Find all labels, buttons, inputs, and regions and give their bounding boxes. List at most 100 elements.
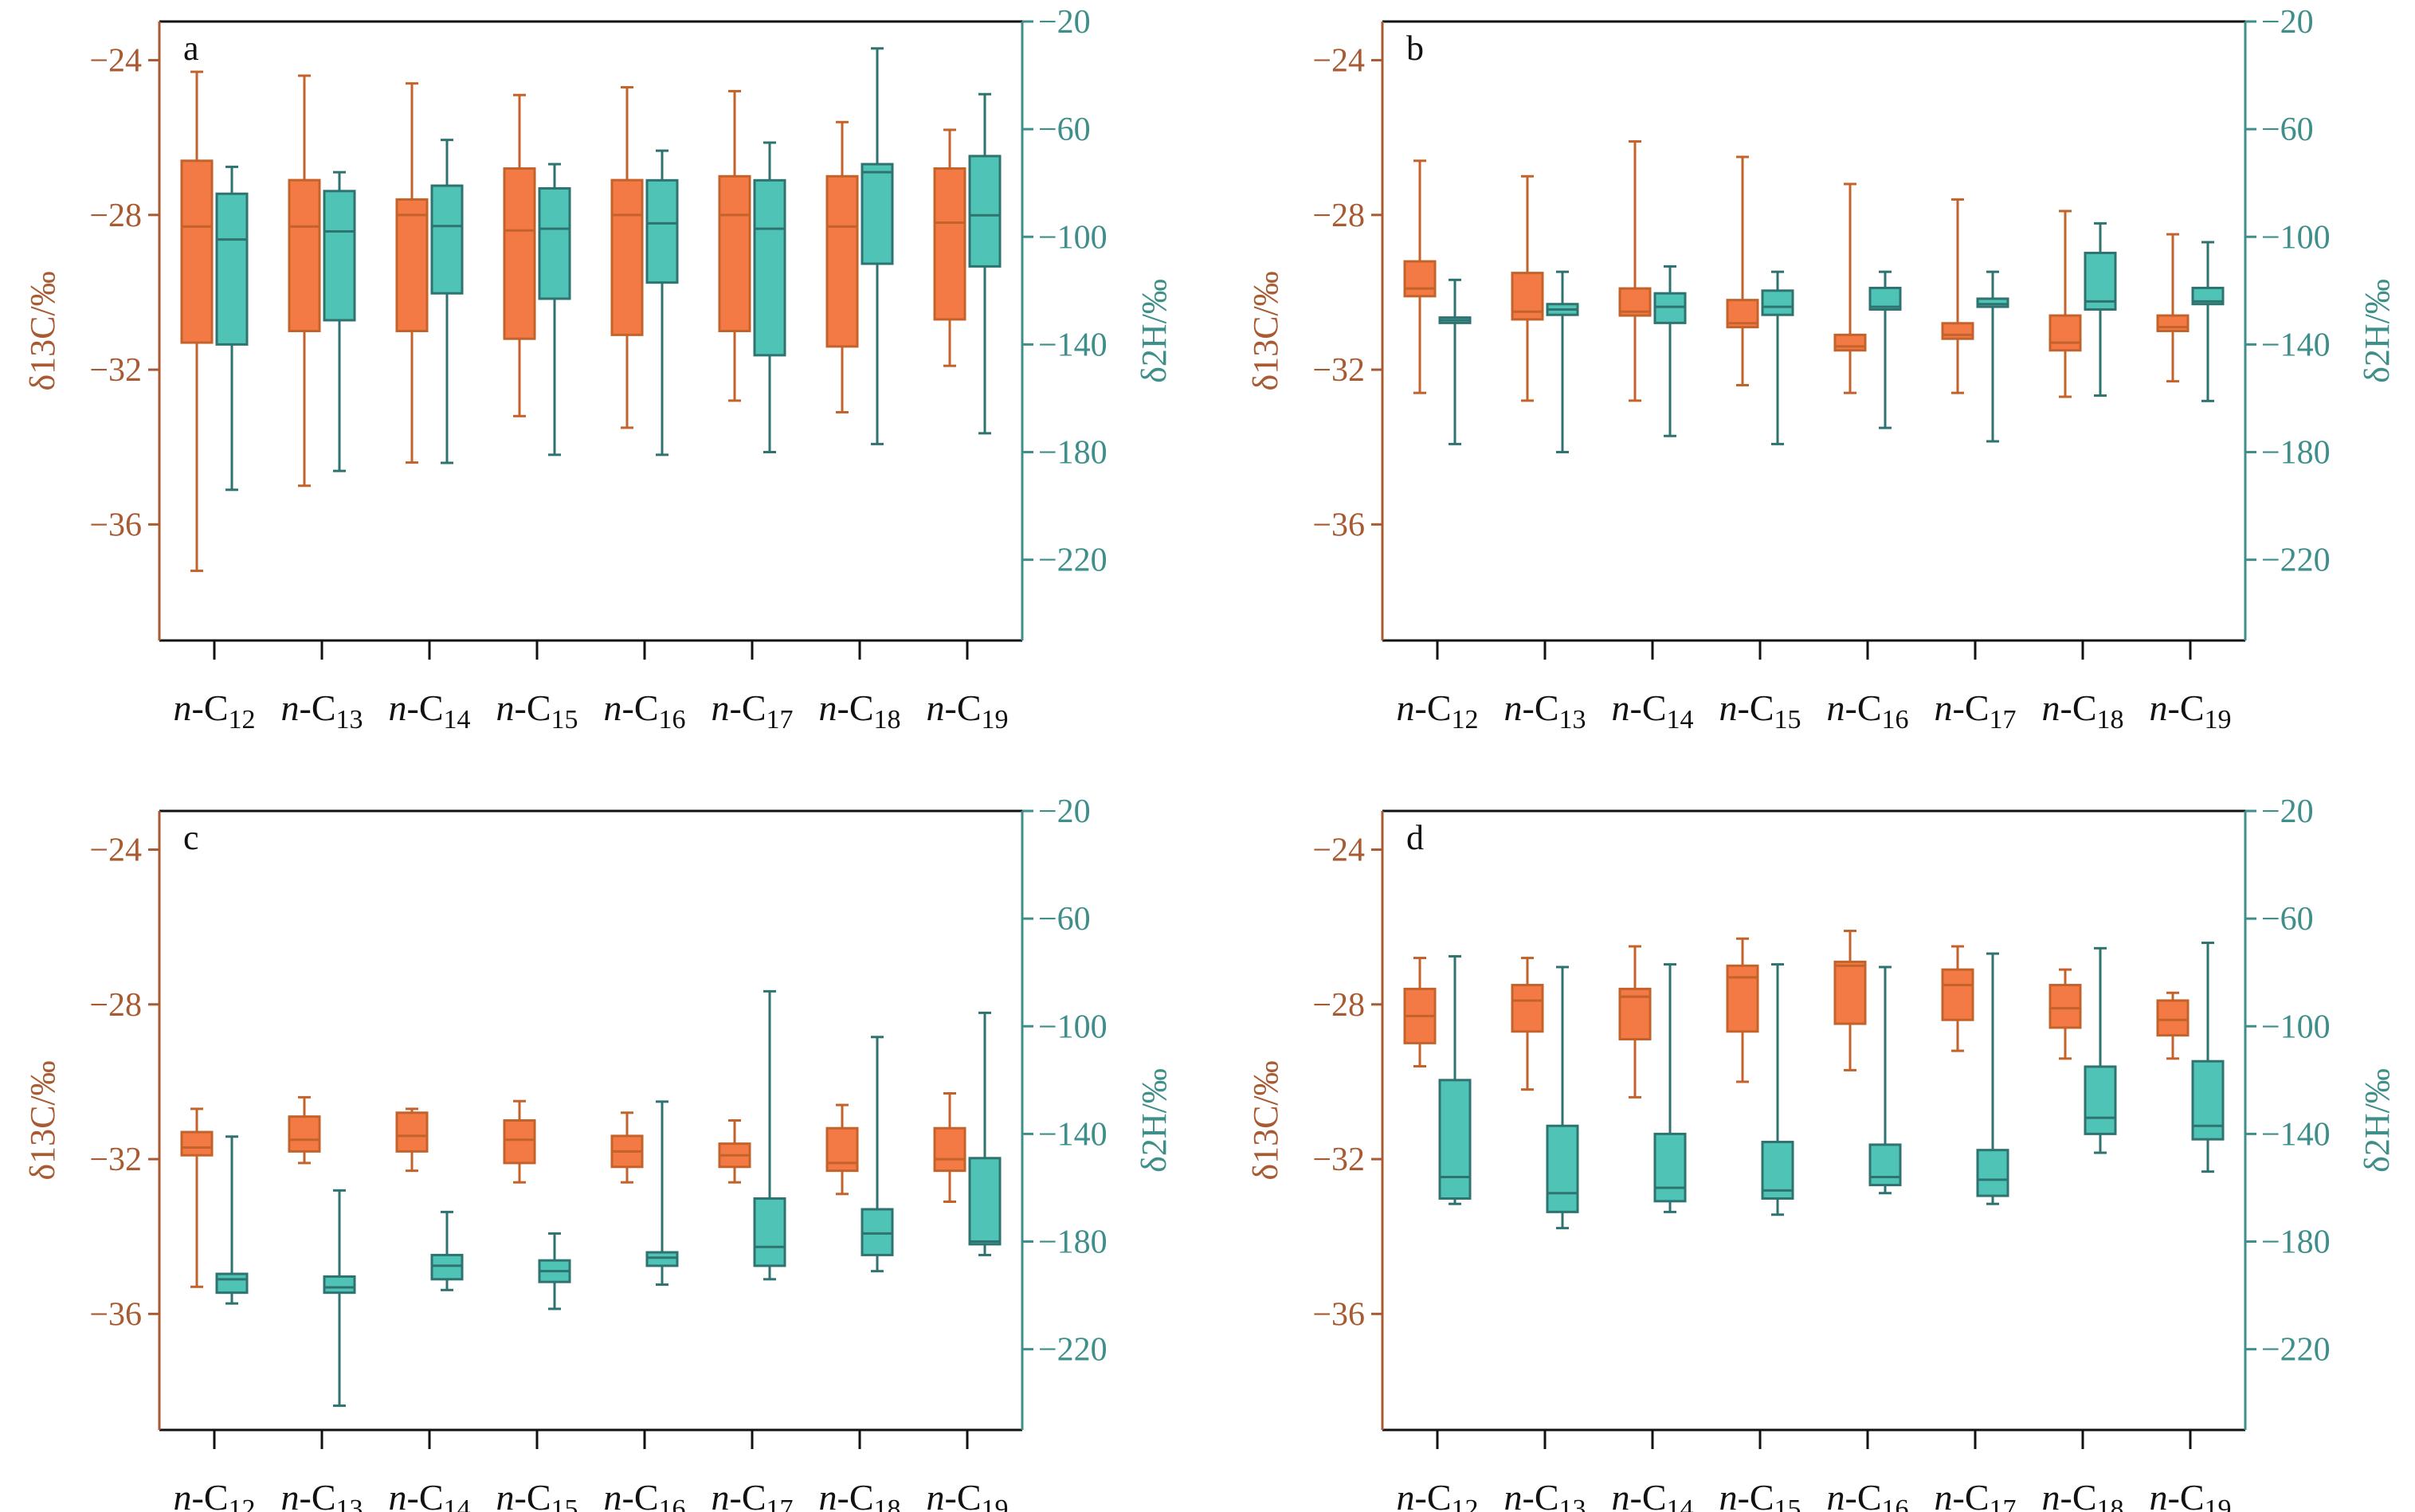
x-tick-label: n-C15 [496, 1477, 578, 1512]
x-tick-label: n-C19 [927, 1477, 1009, 1512]
label-subscript: 18 [2097, 1494, 2124, 1512]
x-tick-label: n-C19 [2150, 1477, 2232, 1512]
panel-a: −24 −28 −32 −36 −20 −60 −100 −140 −180 −220 δ13C/‰… [23, 4, 1174, 734]
label-italic-n: n [174, 687, 192, 728]
interquartile-box [1833, 333, 1867, 352]
label-subscript: 15 [1774, 1494, 1801, 1512]
carbon-isotope-box-n-C19 [933, 1092, 966, 1203]
x-tick-label: n-C12 [1397, 687, 1479, 734]
hydrogen-isotope-box-n-C17 [753, 141, 786, 454]
carbon-isotope-box-n-C19 [2156, 233, 2190, 383]
label-subscript: 15 [551, 705, 578, 734]
label-carbon: -C [2168, 1477, 2205, 1512]
carbon-isotope-box-n-C15 [503, 93, 536, 417]
right-tick-label: −100 [1038, 1009, 1108, 1045]
carbon-isotope-box-n-C13 [288, 74, 321, 488]
label-carbon: -C [2060, 1477, 2097, 1512]
x-tick-label: n-C13 [281, 687, 363, 734]
interquartile-box [180, 159, 214, 344]
interquartile-box [968, 1157, 1002, 1246]
label-carbon: -C [622, 687, 659, 728]
label-carbon: -C [622, 1477, 659, 1512]
interquartile-box [825, 174, 859, 348]
label-italic-n: n [389, 687, 407, 728]
left-tick-label: −24 [1312, 43, 1365, 80]
label-italic-n: n [927, 687, 945, 728]
right-tick-label: −60 [1038, 112, 1091, 148]
hydrogen-isotope-box-n-C19 [2191, 942, 2225, 1173]
label-italic-n: n [1719, 687, 1738, 728]
carbon-isotope-box-n-C15 [503, 1099, 536, 1184]
label-subscript: 13 [336, 705, 363, 734]
x-tick-label: n-C17 [1935, 687, 2017, 734]
carbon-isotope-box-n-C12 [180, 70, 214, 573]
interquartile-box [503, 167, 536, 340]
hydrogen-isotope-box-n-C16 [1868, 966, 1902, 1195]
label-italic-n: n [281, 1477, 300, 1512]
x-tick-label: n-C16 [1827, 1477, 1909, 1512]
hydrogen-isotope-box-n-C14 [1653, 264, 1687, 437]
label-carbon: -C [945, 1477, 982, 1512]
right-tick-label: −140 [2261, 327, 2331, 363]
left-tick-label: −36 [89, 1296, 142, 1333]
label-subscript: 14 [1667, 1494, 1694, 1512]
label-carbon: -C [945, 687, 982, 728]
label-subscript: 16 [1882, 1494, 1909, 1512]
x-tick-label: n-C17 [712, 687, 794, 734]
interquartile-box [1653, 292, 1687, 324]
right-tick-label: −60 [1038, 901, 1091, 938]
left-tick-label: −24 [1312, 832, 1365, 869]
interquartile-box [215, 192, 249, 346]
left-axis-label: δ13C/‰ [23, 1060, 62, 1180]
right-axis-label: δ2H/‰ [1135, 1068, 1174, 1173]
interquartile-box [933, 1126, 966, 1173]
left-tick-label: −24 [89, 43, 142, 80]
hydrogen-isotope-box-n-C16 [1868, 270, 1902, 429]
carbon-isotope-box-n-C14 [395, 82, 429, 464]
interquartile-box [1403, 260, 1437, 298]
interquartile-box [825, 1126, 859, 1173]
interquartile-box [1438, 1079, 1472, 1200]
interquartile-box [2191, 1060, 2225, 1141]
panel-letter: a [183, 29, 199, 68]
label-italic-n: n [1935, 1477, 1953, 1512]
interquartile-box [215, 1272, 249, 1295]
x-tick-label: n-C16 [1827, 687, 1909, 734]
label-carbon: -C [300, 687, 336, 728]
interquartile-box [288, 1115, 321, 1153]
x-tick-label: n-C13 [1504, 1477, 1586, 1512]
label-carbon: -C [1738, 687, 1774, 728]
label-carbon: -C [515, 1477, 551, 1512]
interquartile-box [395, 1111, 429, 1153]
right-tick-label: −220 [2261, 1332, 2331, 1369]
x-tick-label: n-C18 [2042, 687, 2124, 734]
label-italic-n: n [604, 1477, 622, 1512]
label-italic-n: n [1504, 1477, 1523, 1512]
left-axis-label: δ13C/‰ [1246, 1060, 1285, 1180]
label-subscript: 19 [982, 1494, 1009, 1512]
right-tick-label: −60 [2261, 901, 2314, 938]
left-tick-label: −28 [1312, 987, 1365, 1024]
label-carbon: -C [730, 1477, 766, 1512]
right-tick-label: −220 [2261, 543, 2331, 579]
interquartile-box [718, 174, 751, 332]
right-tick-label: −20 [1038, 793, 1091, 830]
label-carbon: -C [515, 687, 551, 728]
carbon-isotope-box-n-C17 [1941, 198, 1974, 394]
label-italic-n: n [2042, 1477, 2060, 1512]
interquartile-box [1941, 322, 1974, 340]
x-tick-label: n-C16 [604, 687, 686, 734]
right-tick-label: −20 [1038, 4, 1091, 41]
right-tick-label: −180 [2261, 435, 2331, 472]
right-tick-label: −180 [2261, 1224, 2331, 1261]
right-tick-label: −220 [1038, 543, 1108, 579]
label-subscript: 19 [982, 705, 1009, 734]
label-subscript: 15 [1774, 705, 1801, 734]
label-italic-n: n [1935, 687, 1953, 728]
hydrogen-isotope-box-n-C13 [323, 1189, 356, 1408]
hydrogen-isotope-box-n-C17 [753, 989, 786, 1281]
carbon-isotope-box-n-C15 [1726, 937, 1759, 1083]
label-subscript: 15 [551, 1494, 578, 1512]
x-tick-label: n-C18 [819, 687, 901, 734]
label-italic-n: n [281, 687, 300, 728]
